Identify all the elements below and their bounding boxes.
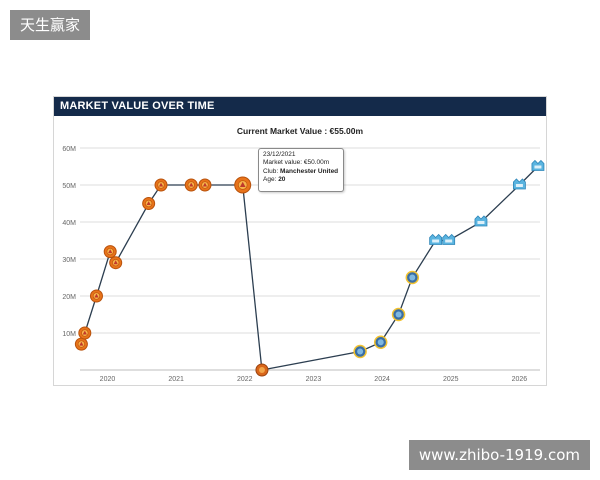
data-markers <box>74 159 545 377</box>
data-point[interactable] <box>154 178 168 192</box>
market-value-panel: MARKET VALUE OVER TIME <box>53 96 547 386</box>
x-axis: 2020 2021 2022 2023 2024 2025 2026 <box>80 369 540 383</box>
data-point[interactable] <box>353 344 367 359</box>
data-point[interactable] <box>109 256 123 270</box>
x-tick-label: 2023 <box>306 376 322 383</box>
tooltip-club-value: Manchester United <box>280 167 339 175</box>
data-point[interactable] <box>89 289 103 303</box>
data-point[interactable] <box>474 215 488 227</box>
x-tick-label: 2022 <box>237 376 253 383</box>
data-point[interactable] <box>184 178 198 192</box>
data-point[interactable] <box>429 233 443 245</box>
data-point[interactable] <box>442 233 456 245</box>
tooltip-age-value: 20 <box>278 175 286 183</box>
x-tick-label: 2024 <box>374 376 390 383</box>
data-point[interactable] <box>513 178 526 190</box>
data-point[interactable] <box>255 363 269 377</box>
tooltip-age: Age: 20 <box>263 176 339 184</box>
y-tick-label: 60M <box>62 146 76 153</box>
tooltip-club: Club: Manchester United <box>263 168 339 176</box>
x-tick-label: 2025 <box>443 376 459 383</box>
data-point[interactable] <box>74 337 88 351</box>
data-point[interactable] <box>373 335 388 349</box>
tooltip-date: 23/12/2021 <box>263 151 296 158</box>
tooltip-market-value: €50.00m <box>303 159 330 167</box>
data-point[interactable] <box>405 270 420 285</box>
y-tick-label: 30M <box>62 257 76 264</box>
tooltip-age-label: Age: <box>263 175 277 183</box>
x-tick-label: 2020 <box>100 376 116 383</box>
chart-title: Current Market Value : €55.00m <box>237 126 364 136</box>
data-point[interactable] <box>103 245 117 259</box>
data-point[interactable] <box>391 307 406 322</box>
data-point[interactable] <box>531 159 545 171</box>
y-tick-label: 50M <box>62 183 76 190</box>
y-tick-label: 40M <box>62 220 76 227</box>
panel-header: MARKET VALUE OVER TIME <box>54 97 546 116</box>
tooltip-club-label: Club: <box>263 167 279 175</box>
y-axis: 10M 20M 30M 40M 50M 60M <box>62 146 76 338</box>
y-tick-label: 20M <box>62 294 76 301</box>
watermark-bottom: www.zhibo-1919.com <box>408 440 590 470</box>
value-line <box>80 166 539 371</box>
data-point[interactable] <box>198 178 212 192</box>
series-line <box>80 166 539 371</box>
x-tick-label: 2026 <box>512 376 528 383</box>
y-tick-label: 10M <box>62 331 76 338</box>
tooltip-market-label: Market value: <box>263 159 303 167</box>
data-point[interactable] <box>78 326 92 340</box>
tooltip-market: Market value: €50.00m <box>263 159 339 167</box>
data-tooltip: 23/12/2021 Market value: €50.00m Club: M… <box>258 148 344 192</box>
x-tick-label: 2021 <box>168 376 184 383</box>
data-point[interactable] <box>142 197 156 210</box>
data-point[interactable] <box>234 176 252 194</box>
watermark-top: 天生赢家 <box>10 10 91 40</box>
